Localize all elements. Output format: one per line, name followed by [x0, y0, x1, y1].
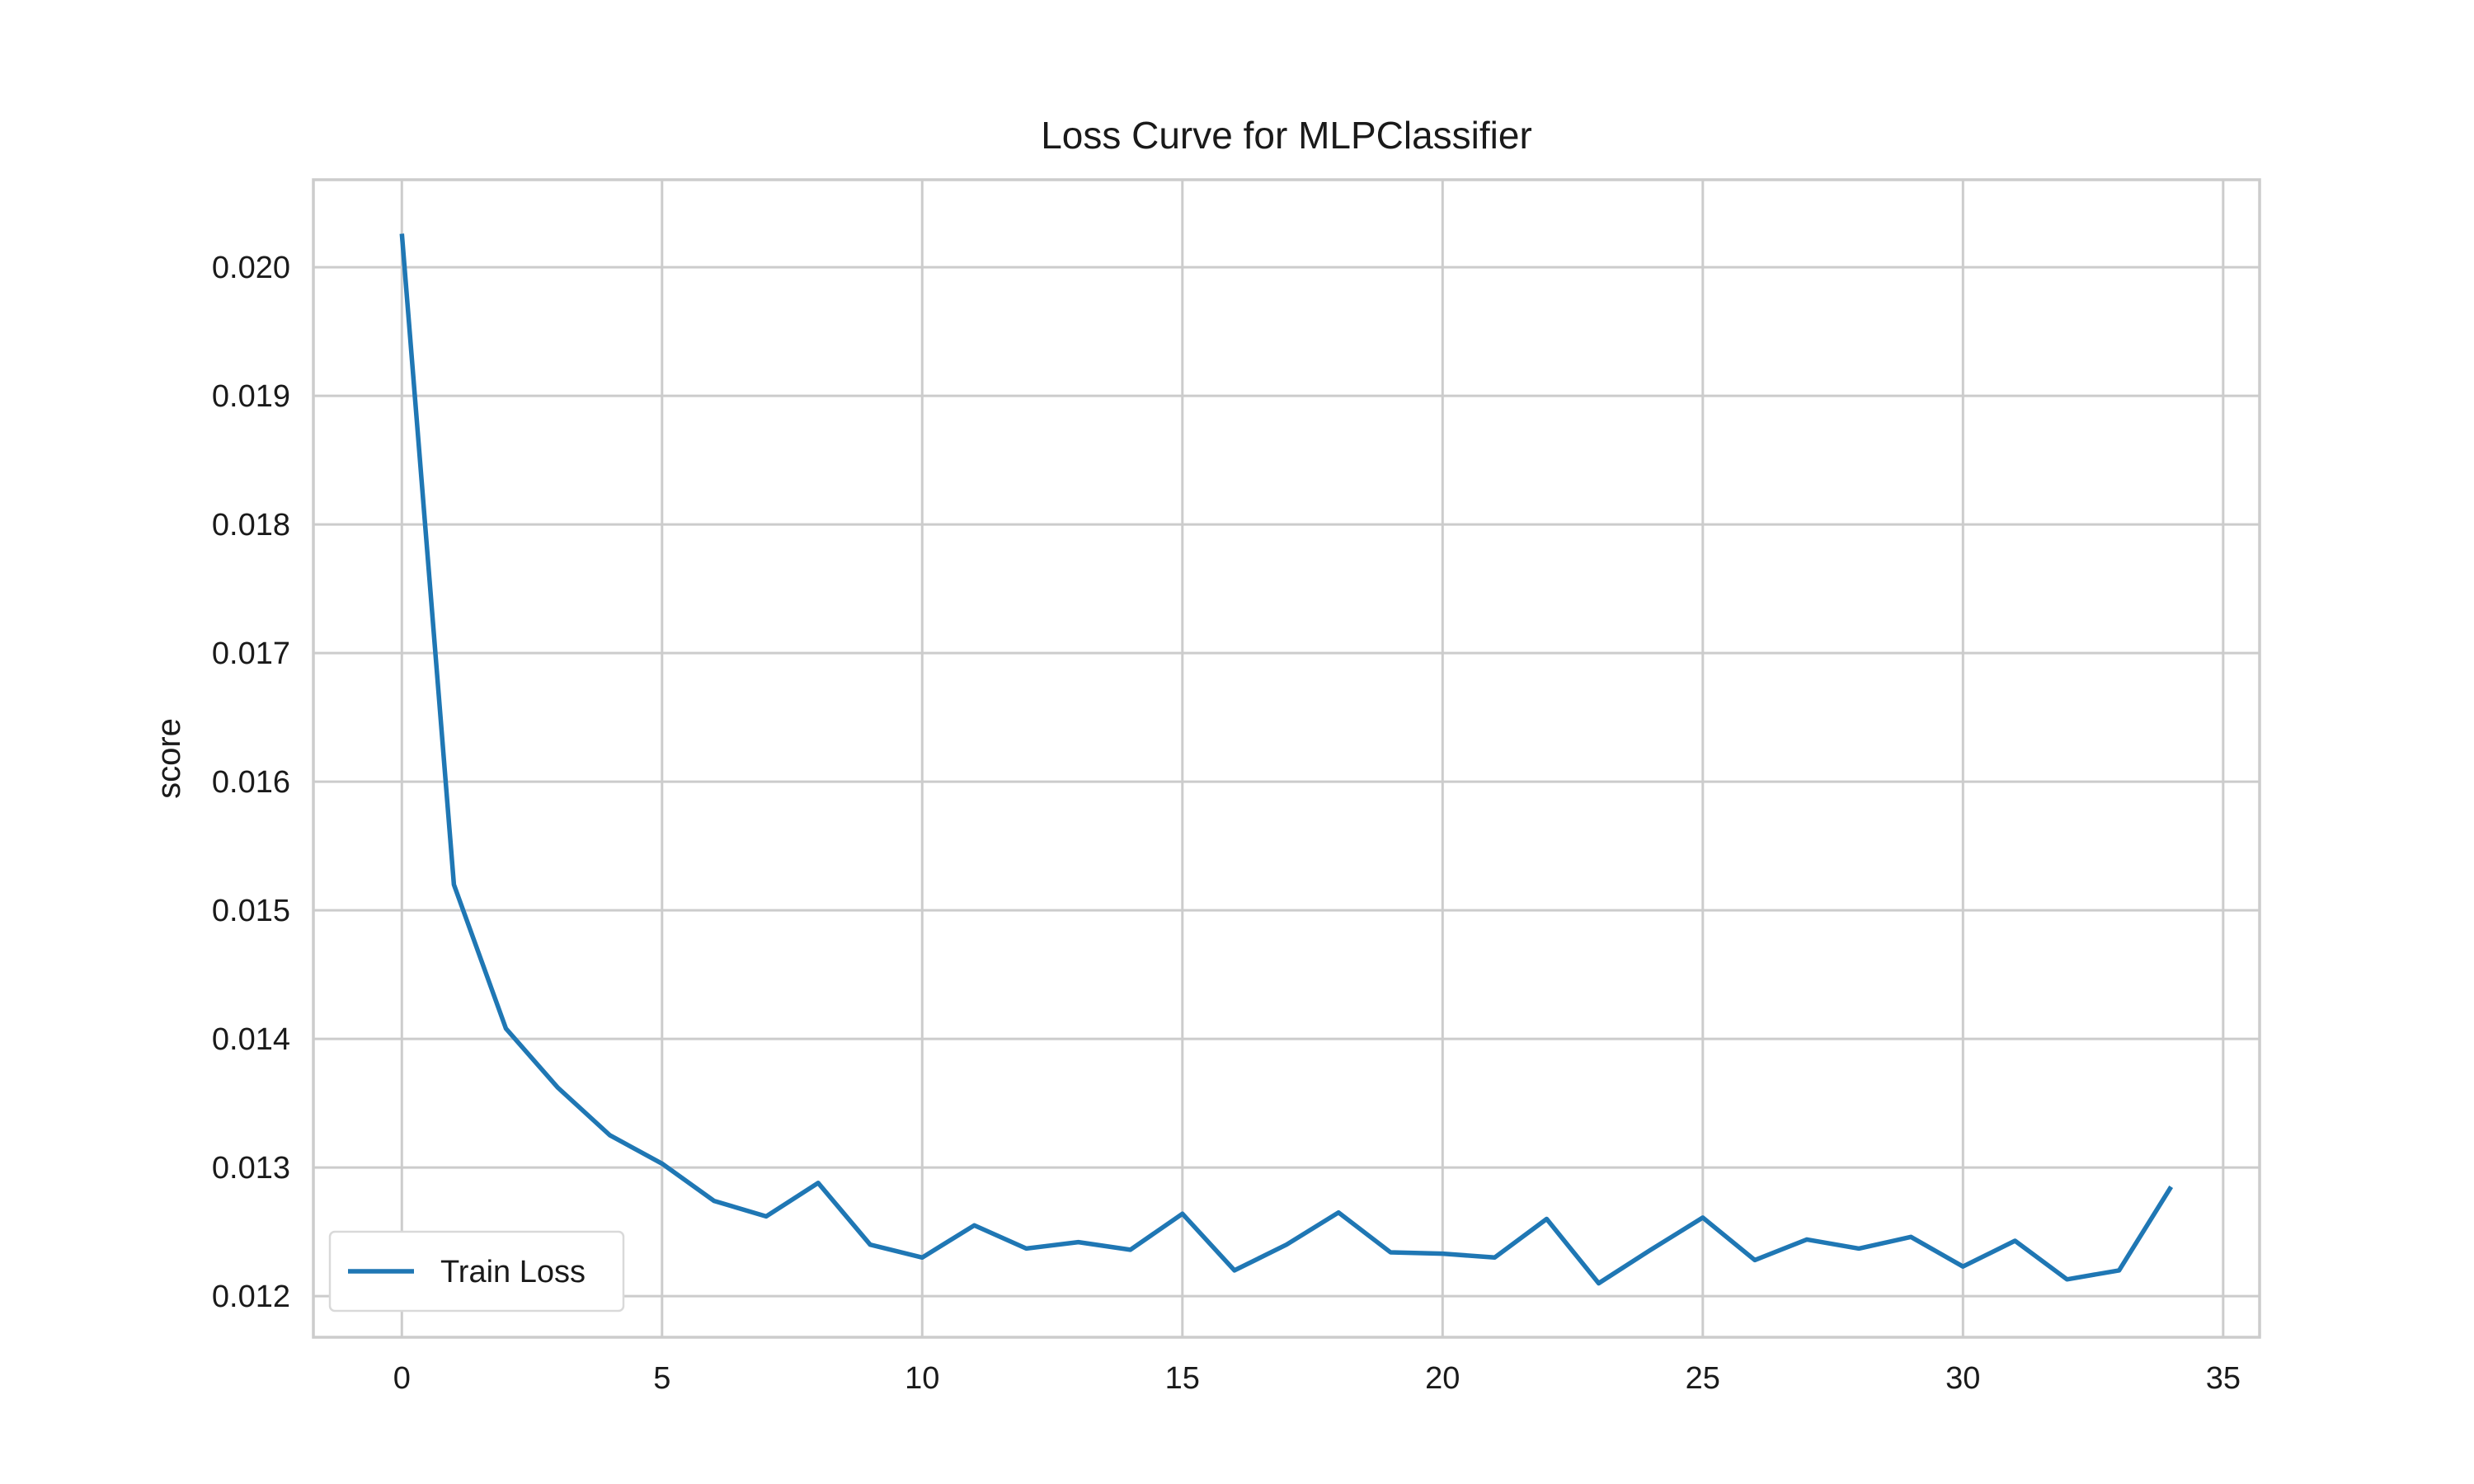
- y-tick-label-0.013: 0.013: [212, 1151, 290, 1186]
- grid-lines: [313, 180, 2260, 1337]
- tick-labels: 0 5 10 15 20 25 30 35 0.012 0.013 0.014 0.015 0.016 0…: [212, 251, 2241, 1396]
- x-tick-label-20: 20: [1425, 1361, 1460, 1396]
- y-tick-label-0.014: 0.014: [212, 1022, 290, 1057]
- plot-area-frame: [312, 178, 2261, 1339]
- series-lines: [399, 233, 2174, 1286]
- legend-box: [328, 1230, 625, 1313]
- x-tick-label-0: 0: [393, 1361, 411, 1396]
- legend-entry-train-loss: Train Loss: [440, 1255, 586, 1289]
- y-axis-label: score: [151, 718, 187, 799]
- x-tick-label-30: 30: [1945, 1361, 1980, 1396]
- x-tick-label-35: 35: [2206, 1361, 2241, 1396]
- y-tick-label-0.018: 0.018: [212, 508, 290, 542]
- y-tick-label-0.015: 0.015: [212, 894, 290, 928]
- series-line-train-loss: [399, 233, 2174, 1286]
- y-tick-label-0.019: 0.019: [212, 379, 290, 414]
- x-tick-label-25: 25: [1686, 1361, 1720, 1396]
- x-tick-label-10: 10: [905, 1361, 939, 1396]
- chart-title: Loss Curve for MLPClassifier: [1041, 114, 1532, 157]
- y-tick-label-0.012: 0.012: [212, 1280, 290, 1314]
- y-tick-label-0.016: 0.016: [212, 765, 290, 800]
- y-tick-label-0.020: 0.020: [212, 251, 290, 285]
- y-tick-label-0.017: 0.017: [212, 636, 290, 671]
- x-tick-label-5: 5: [653, 1361, 670, 1396]
- x-tick-label-15: 15: [1165, 1361, 1200, 1396]
- legend: Train Loss: [328, 1230, 625, 1313]
